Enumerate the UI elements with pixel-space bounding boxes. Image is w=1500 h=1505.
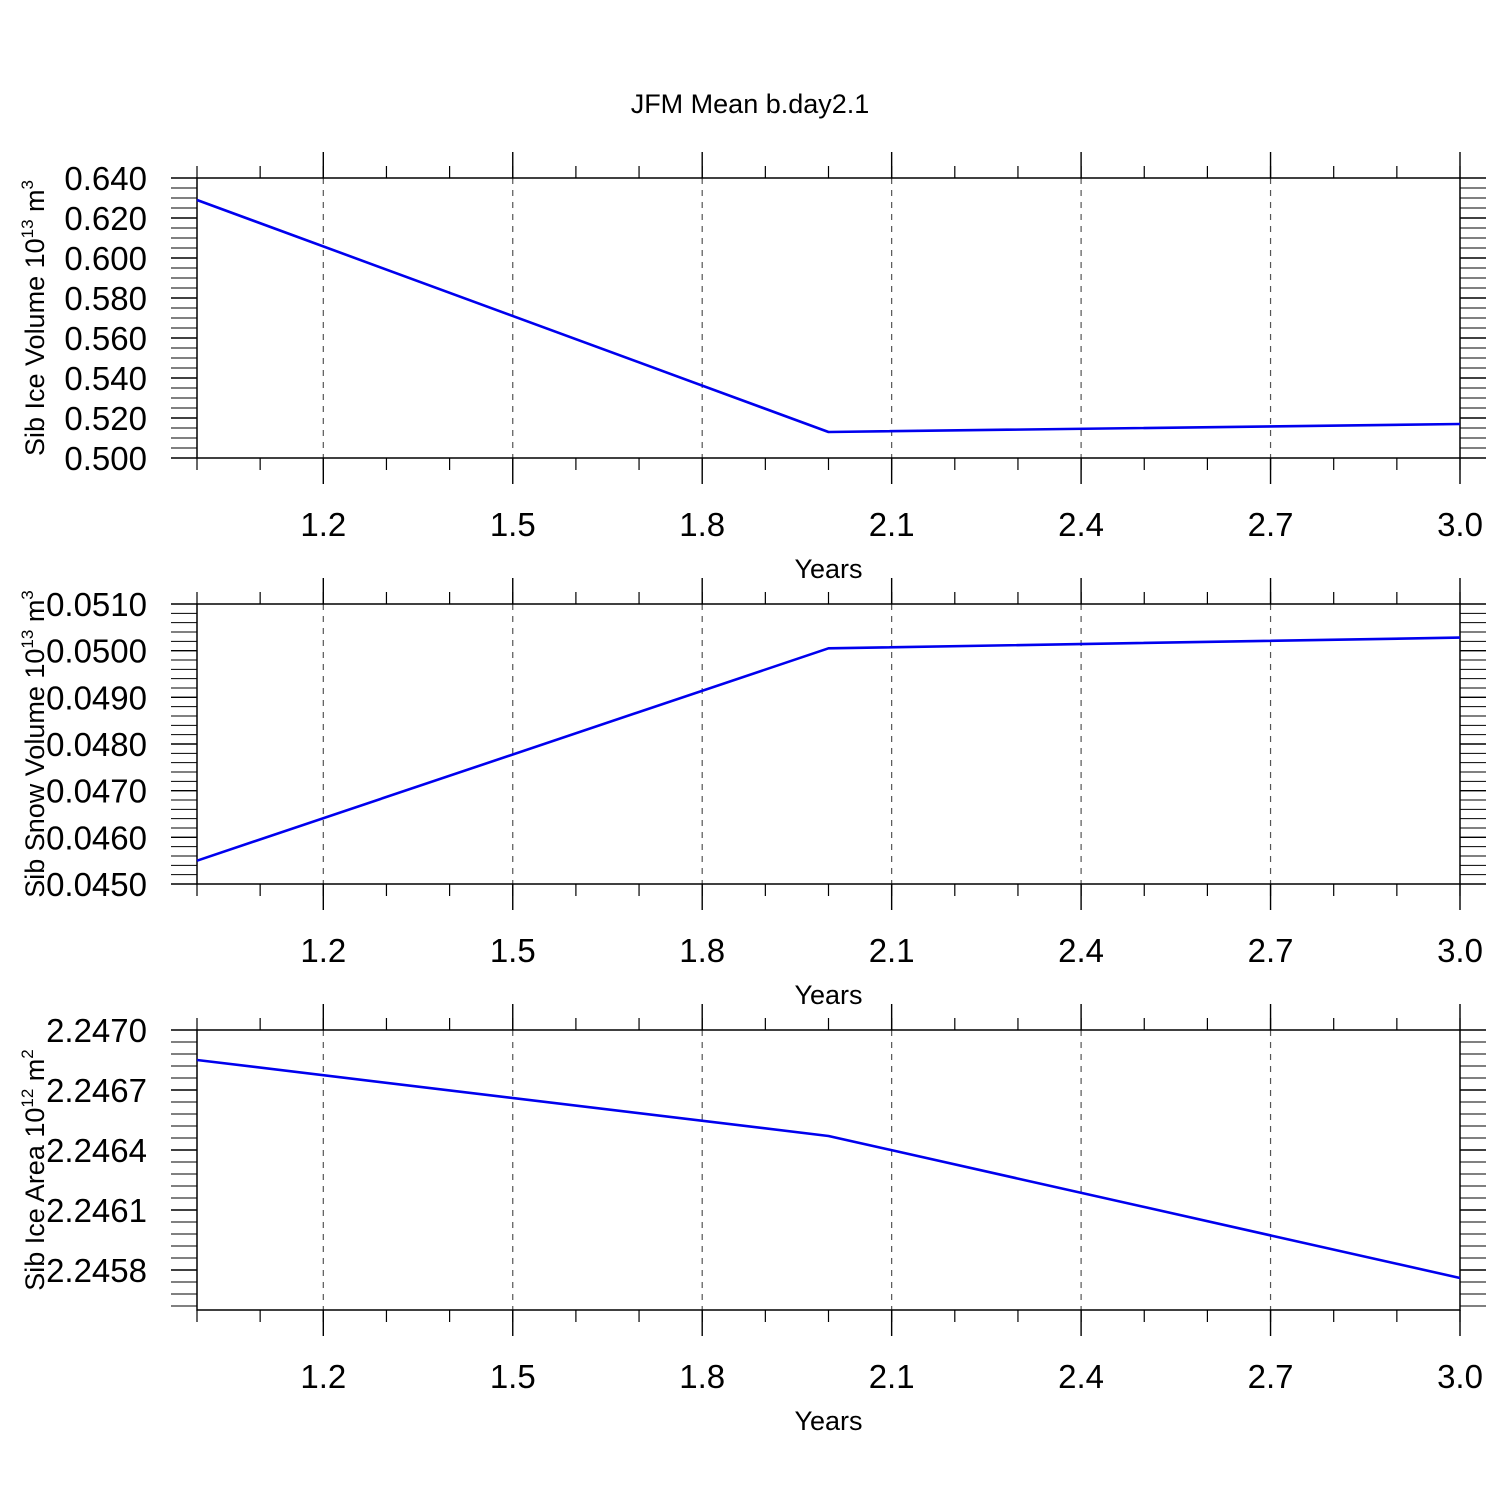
series-line <box>196 636 1461 862</box>
y-tick-label: 0.0480 <box>46 726 147 763</box>
x-tick-label: 2.4 <box>1058 932 1104 969</box>
x-tick-label: 2.4 <box>1058 1358 1104 1395</box>
x-tick-label: 1.8 <box>679 932 725 969</box>
x-axis-label: Years <box>794 554 862 584</box>
x-tick-label: 2.4 <box>1058 506 1104 543</box>
plot-frame <box>196 603 1461 885</box>
x-tick-label: 1.2 <box>300 932 346 969</box>
x-axis-label: Years <box>794 980 862 1010</box>
y-axis-label: Sib Ice Volume 1013 m3 <box>18 180 50 456</box>
y-tick-label: 0.0490 <box>46 679 147 716</box>
x-tick-label: 1.2 <box>300 1358 346 1395</box>
x-tick-label: 2.1 <box>869 1358 915 1395</box>
x-tick-label: 1.2 <box>300 506 346 543</box>
y-tick-label: 0.600 <box>64 240 147 277</box>
x-tick-label: 1.5 <box>490 932 536 969</box>
y-tick-label: 2.2461 <box>46 1192 147 1229</box>
y-tick-label: 0.620 <box>64 200 147 237</box>
y-tick-label: 0.580 <box>64 280 147 317</box>
plot-frame <box>196 177 1461 459</box>
y-tick-label: 2.2467 <box>46 1072 147 1109</box>
x-tick-label: 1.5 <box>490 1358 536 1395</box>
x-tick-label: 1.5 <box>490 506 536 543</box>
x-tick-label: 2.7 <box>1248 1358 1294 1395</box>
y-tick-label: 0.0460 <box>46 819 147 856</box>
y-tick-label: 0.500 <box>64 440 147 477</box>
y-tick-label: 0.560 <box>64 320 147 357</box>
y-tick-label: 0.520 <box>64 400 147 437</box>
y-tick-label: 2.2458 <box>46 1252 147 1289</box>
x-tick-label: 3.0 <box>1437 932 1483 969</box>
y-tick-label: 0.0510 <box>46 586 147 623</box>
x-tick-label: 3.0 <box>1437 506 1483 543</box>
x-tick-label: 1.8 <box>679 506 725 543</box>
x-tick-label: 3.0 <box>1437 1358 1483 1395</box>
x-tick-label: 2.1 <box>869 506 915 543</box>
y-tick-label: 0.640 <box>64 160 147 197</box>
y-tick-label: 0.540 <box>64 360 147 397</box>
series-line <box>196 1058 1461 1280</box>
y-axis-label: Sib Snow Volume 1013 m3 <box>18 590 50 898</box>
series-line <box>196 198 1461 434</box>
x-tick-label: 1.8 <box>679 1358 725 1395</box>
y-tick-label: 0.0500 <box>46 633 147 670</box>
panel-1: 1.2 1.5 1.8 2.1 2.4 2.7 3.0 0.5000.5200.5400.56… <box>18 152 1486 584</box>
y-tick-label: 2.2464 <box>46 1132 147 1169</box>
plot-frame <box>196 1029 1461 1311</box>
x-tick-label: 2.1 <box>869 932 915 969</box>
panel-3: 1.2 1.5 1.8 2.1 2.4 2.7 3.0 2.2458 2.2461 2.2464 2… <box>18 1004 1486 1436</box>
chart-title: JFM Mean b.day2.1 <box>631 89 870 119</box>
y-axis-label: Sib Ice Area 1012 m2 <box>18 1049 50 1291</box>
x-tick-label: 2.7 <box>1248 932 1294 969</box>
y-tick-label: 0.0450 <box>46 866 147 903</box>
x-axis-label: Years <box>794 1406 862 1436</box>
x-tick-label: 2.7 <box>1248 506 1294 543</box>
panel-2: 1.2 1.5 1.8 2.1 2.4 2.7 3.0 0.0450 0.0460 0.0470 0… <box>18 578 1486 1010</box>
y-tick-label: 2.2470 <box>46 1012 147 1049</box>
y-tick-label: 0.0470 <box>46 773 147 810</box>
